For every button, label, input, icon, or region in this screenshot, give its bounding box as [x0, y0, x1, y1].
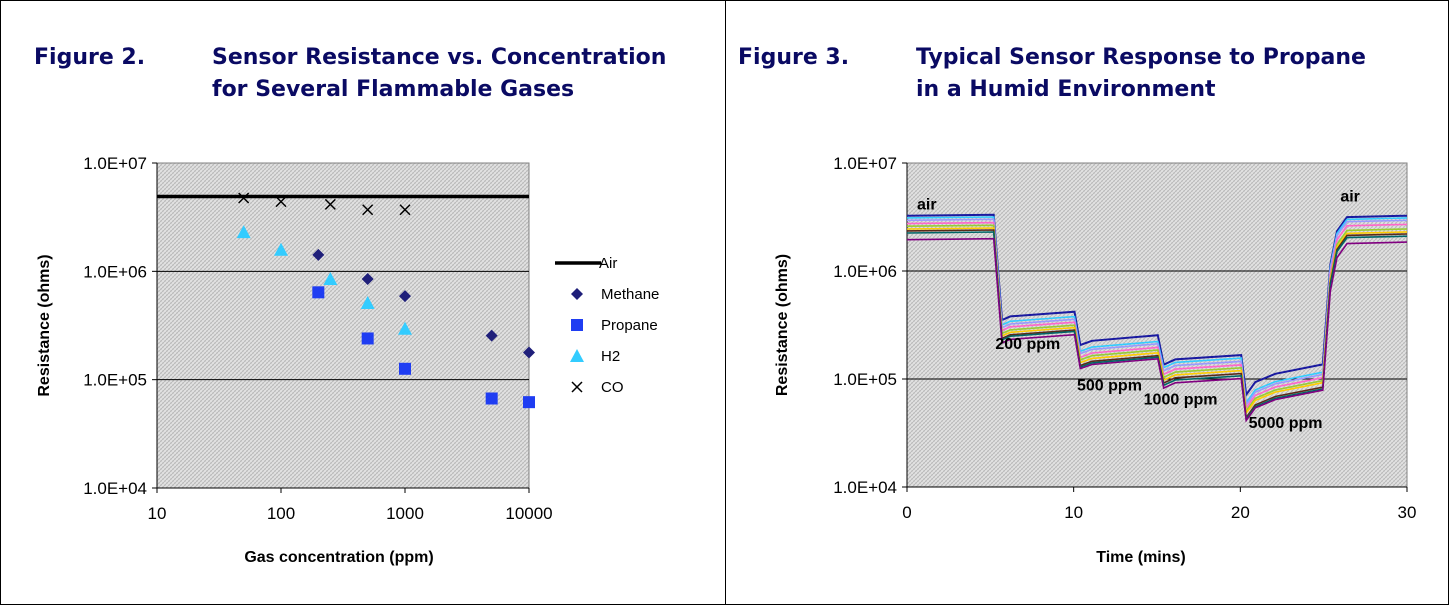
h2-point	[360, 296, 375, 310]
x-tick-label: 1000	[386, 504, 424, 523]
annotation-label: 1000 ppm	[1144, 392, 1218, 409]
co-point	[324, 198, 336, 210]
annotation-label: air	[917, 197, 937, 214]
annotation-label: 500 ppm	[1077, 378, 1142, 395]
h2-point	[398, 321, 412, 335]
x-tick-label: 10	[148, 504, 167, 523]
y-tick-label: 1.0E+04	[83, 479, 147, 498]
legend-propane-label: Propane	[601, 317, 658, 334]
co-point	[362, 204, 374, 216]
legend-methane-label: Methane	[601, 286, 659, 303]
figure-2-title-line1: Sensor Resistance vs. Concentration	[212, 45, 667, 70]
legend-co-label: CO	[601, 379, 624, 396]
x-tick-label: 10000	[505, 504, 552, 523]
y-tick-label: 1.0E+05	[83, 371, 147, 390]
propane-point	[312, 286, 325, 299]
propane-point	[399, 362, 411, 375]
legend-h2-swatch	[570, 349, 584, 362]
h2-point	[236, 225, 251, 239]
y-tick-label: 1.0E+06	[83, 262, 147, 281]
legend-propane-swatch	[571, 319, 583, 331]
figure-2-panel: Figure 2. Sensor Resistance vs. Concentr…	[0, 0, 726, 605]
legend-h2-label: H2	[601, 348, 620, 365]
figure-2-chart: 1.0E+04 1.0E+05 1.0E+06 1.0E+07 10 100 1000 100…	[36, 154, 659, 566]
figure-2-label: Figure 2.	[34, 45, 146, 70]
y-tick-label: 1.0E+06	[833, 262, 897, 281]
response-line	[906, 237, 1408, 423]
legend-air-label: Air	[599, 255, 617, 272]
figure-3-panel: Figure 3. Typical Sensor Response to Pro…	[725, 0, 1449, 605]
figure-3-title-line1: Typical Sensor Response to Propane	[916, 45, 1366, 70]
figure-3-title-line2: in a Humid Environment	[916, 77, 1216, 102]
co-point	[399, 204, 411, 216]
response-line	[906, 218, 1408, 407]
legend-methane-swatch	[571, 288, 583, 300]
methane-point	[523, 346, 535, 359]
response-line	[906, 231, 1408, 422]
annotation-label: 200 ppm	[995, 336, 1060, 353]
figure-2-title-line2: for Several Flammable Gases	[212, 77, 575, 102]
propane-point	[485, 392, 498, 405]
methane-point	[399, 290, 411, 303]
plot-area	[906, 162, 1408, 488]
x-tick-label: 10	[1064, 503, 1083, 522]
methane-point	[312, 248, 325, 261]
propane-point	[523, 396, 535, 409]
figure-3-chart: 1.0E+04 1.0E+05 1.0E+06 1.0E+07 0 10 20 30 Time …	[774, 154, 1417, 566]
x-axis-title: Time (mins)	[1096, 549, 1186, 566]
h2-point	[323, 271, 338, 285]
annotation-label: 5000 ppm	[1249, 415, 1323, 432]
plot-area	[156, 162, 530, 489]
y-tick-label: 1.0E+07	[833, 154, 897, 173]
x-tick-label: 100	[267, 504, 295, 523]
response-line	[906, 221, 1408, 411]
x-tick-label: 30	[1398, 503, 1417, 522]
figure-3-label: Figure 3.	[738, 45, 850, 70]
methane-point	[361, 272, 374, 285]
co-point	[275, 196, 287, 208]
y-tick-label: 1.0E+05	[833, 370, 897, 389]
h2-point	[274, 242, 288, 256]
y-tick-label: 1.0E+04	[833, 478, 897, 497]
legend-co-swatch	[571, 381, 583, 393]
y-axis-title: Resistance (ohms)	[36, 254, 53, 396]
x-tick-label: 20	[1231, 503, 1250, 522]
annotation-label: air	[1340, 189, 1360, 206]
co-point	[238, 192, 250, 204]
x-tick-label: 0	[902, 503, 911, 522]
y-axis-title: Resistance (ohms)	[774, 254, 791, 396]
y-tick-label: 1.0E+07	[83, 154, 147, 173]
propane-point	[361, 332, 374, 345]
methane-point	[485, 329, 498, 342]
x-axis-title: Gas concentration (ppm)	[244, 549, 433, 566]
